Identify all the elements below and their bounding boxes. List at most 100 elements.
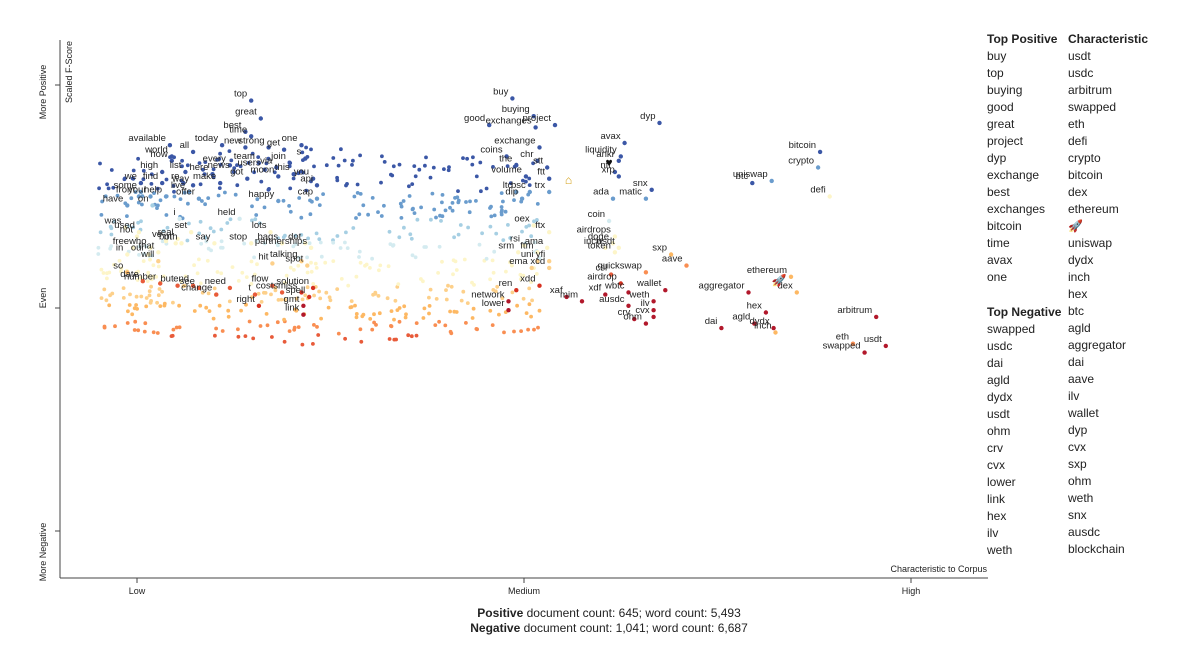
term-point[interactable] [239, 308, 244, 313]
term-point[interactable] [217, 157, 222, 161]
term-point[interactable] [102, 287, 107, 292]
term-label-users[interactable]: users [237, 158, 260, 169]
term-point-how[interactable] [169, 158, 174, 163]
term-label-xcd[interactable]: xcd [530, 256, 545, 267]
term-point[interactable] [129, 196, 134, 201]
term-point[interactable] [326, 305, 331, 310]
term-point[interactable] [228, 217, 233, 222]
term-point[interactable] [270, 335, 274, 339]
term-point[interactable] [236, 334, 241, 339]
term-point-we[interactable] [138, 180, 144, 186]
term-label-inch[interactable]: inch [584, 236, 601, 247]
term-point[interactable] [171, 327, 176, 332]
term-point[interactable] [304, 188, 309, 193]
term-point[interactable] [216, 193, 221, 198]
term-point[interactable] [510, 263, 514, 268]
term-point[interactable] [504, 269, 508, 274]
term-point[interactable] [151, 330, 156, 335]
term-label-the[interactable]: the [499, 153, 512, 164]
term-point[interactable] [351, 226, 356, 230]
term-point[interactable] [349, 305, 354, 309]
term-label-way[interactable]: way [171, 173, 189, 184]
term-point[interactable] [142, 329, 147, 334]
term-point[interactable] [451, 258, 456, 263]
term-point[interactable] [249, 282, 254, 286]
rocket-icon[interactable]: 🚀 [772, 274, 787, 288]
term-point[interactable] [213, 333, 217, 338]
term-point[interactable] [312, 293, 316, 298]
term-point[interactable] [211, 316, 216, 321]
term-point[interactable] [391, 243, 396, 247]
term-point[interactable] [449, 331, 454, 336]
term-point[interactable] [146, 274, 151, 279]
term-point[interactable] [501, 199, 505, 204]
term-point[interactable] [488, 224, 493, 229]
term-point[interactable] [339, 277, 344, 281]
term-point-crypto[interactable] [815, 165, 821, 170]
term-point[interactable] [238, 164, 243, 169]
term-point-api[interactable] [314, 183, 320, 188]
term-point[interactable] [300, 297, 305, 302]
term-point[interactable] [392, 317, 396, 322]
term-label-coin[interactable]: coin [588, 209, 605, 220]
term-label-ilv[interactable]: ilv [641, 298, 650, 309]
term-point[interactable] [181, 284, 186, 289]
term-point[interactable] [382, 203, 386, 208]
term-point[interactable] [144, 296, 149, 300]
term-point[interactable] [198, 219, 203, 224]
term-point[interactable] [117, 258, 122, 263]
term-point[interactable] [203, 160, 208, 165]
term-point[interactable] [518, 277, 523, 282]
term-point[interactable] [313, 261, 318, 266]
term-point[interactable] [206, 291, 211, 296]
characteristic-item[interactable]: agld [1068, 321, 1091, 335]
term-point[interactable] [180, 158, 185, 163]
term-point-wbtc[interactable] [626, 290, 631, 295]
term-point[interactable] [358, 192, 363, 196]
term-point[interactable] [404, 312, 408, 317]
term-point[interactable] [376, 210, 380, 215]
term-point[interactable] [291, 176, 296, 181]
term-point[interactable] [371, 292, 375, 297]
term-label-s[interactable]: s [297, 147, 302, 158]
term-point[interactable] [288, 209, 293, 214]
term-label-avax[interactable]: avax [601, 131, 621, 142]
term-point[interactable] [135, 278, 140, 282]
term-point-bitcoin[interactable] [817, 149, 823, 155]
term-point[interactable] [521, 296, 526, 301]
term-label-all[interactable]: all [180, 140, 190, 151]
term-point[interactable] [358, 260, 363, 265]
term-point[interactable] [130, 312, 135, 317]
term-point[interactable] [218, 151, 223, 156]
term-point[interactable] [366, 212, 370, 217]
term-point-spell[interactable] [307, 294, 312, 300]
term-point[interactable] [236, 327, 240, 332]
term-label-both[interactable]: both [159, 231, 178, 242]
term-point[interactable] [253, 217, 258, 222]
term-point[interactable] [133, 190, 138, 195]
term-point[interactable] [319, 254, 324, 259]
term-point[interactable] [440, 200, 444, 205]
term-point[interactable] [287, 204, 291, 208]
term-point[interactable] [112, 262, 116, 267]
term-point-network[interactable] [506, 299, 511, 304]
term-point[interactable] [379, 180, 383, 185]
term-point-flow[interactable] [270, 283, 275, 288]
term-point[interactable] [401, 199, 406, 203]
term-label-usdt[interactable]: usdt [597, 236, 615, 247]
term-label-nft[interactable]: nft [600, 160, 611, 171]
term-point-all[interactable] [190, 149, 196, 155]
term-point[interactable] [158, 198, 163, 203]
term-label-this[interactable]: this [275, 162, 290, 173]
term-point[interactable] [462, 257, 467, 262]
term-point[interactable] [440, 193, 445, 197]
term-point-will[interactable] [156, 259, 161, 264]
term-point-matic[interactable] [643, 196, 649, 201]
term-point[interactable] [127, 303, 132, 307]
top-positive-item[interactable]: dyp [987, 151, 1007, 165]
term-point[interactable] [331, 240, 336, 245]
term-point[interactable] [465, 156, 469, 161]
term-point-here[interactable] [210, 172, 215, 177]
term-label-number[interactable]: number [124, 272, 156, 283]
top-positive-item[interactable]: buy [987, 49, 1007, 63]
